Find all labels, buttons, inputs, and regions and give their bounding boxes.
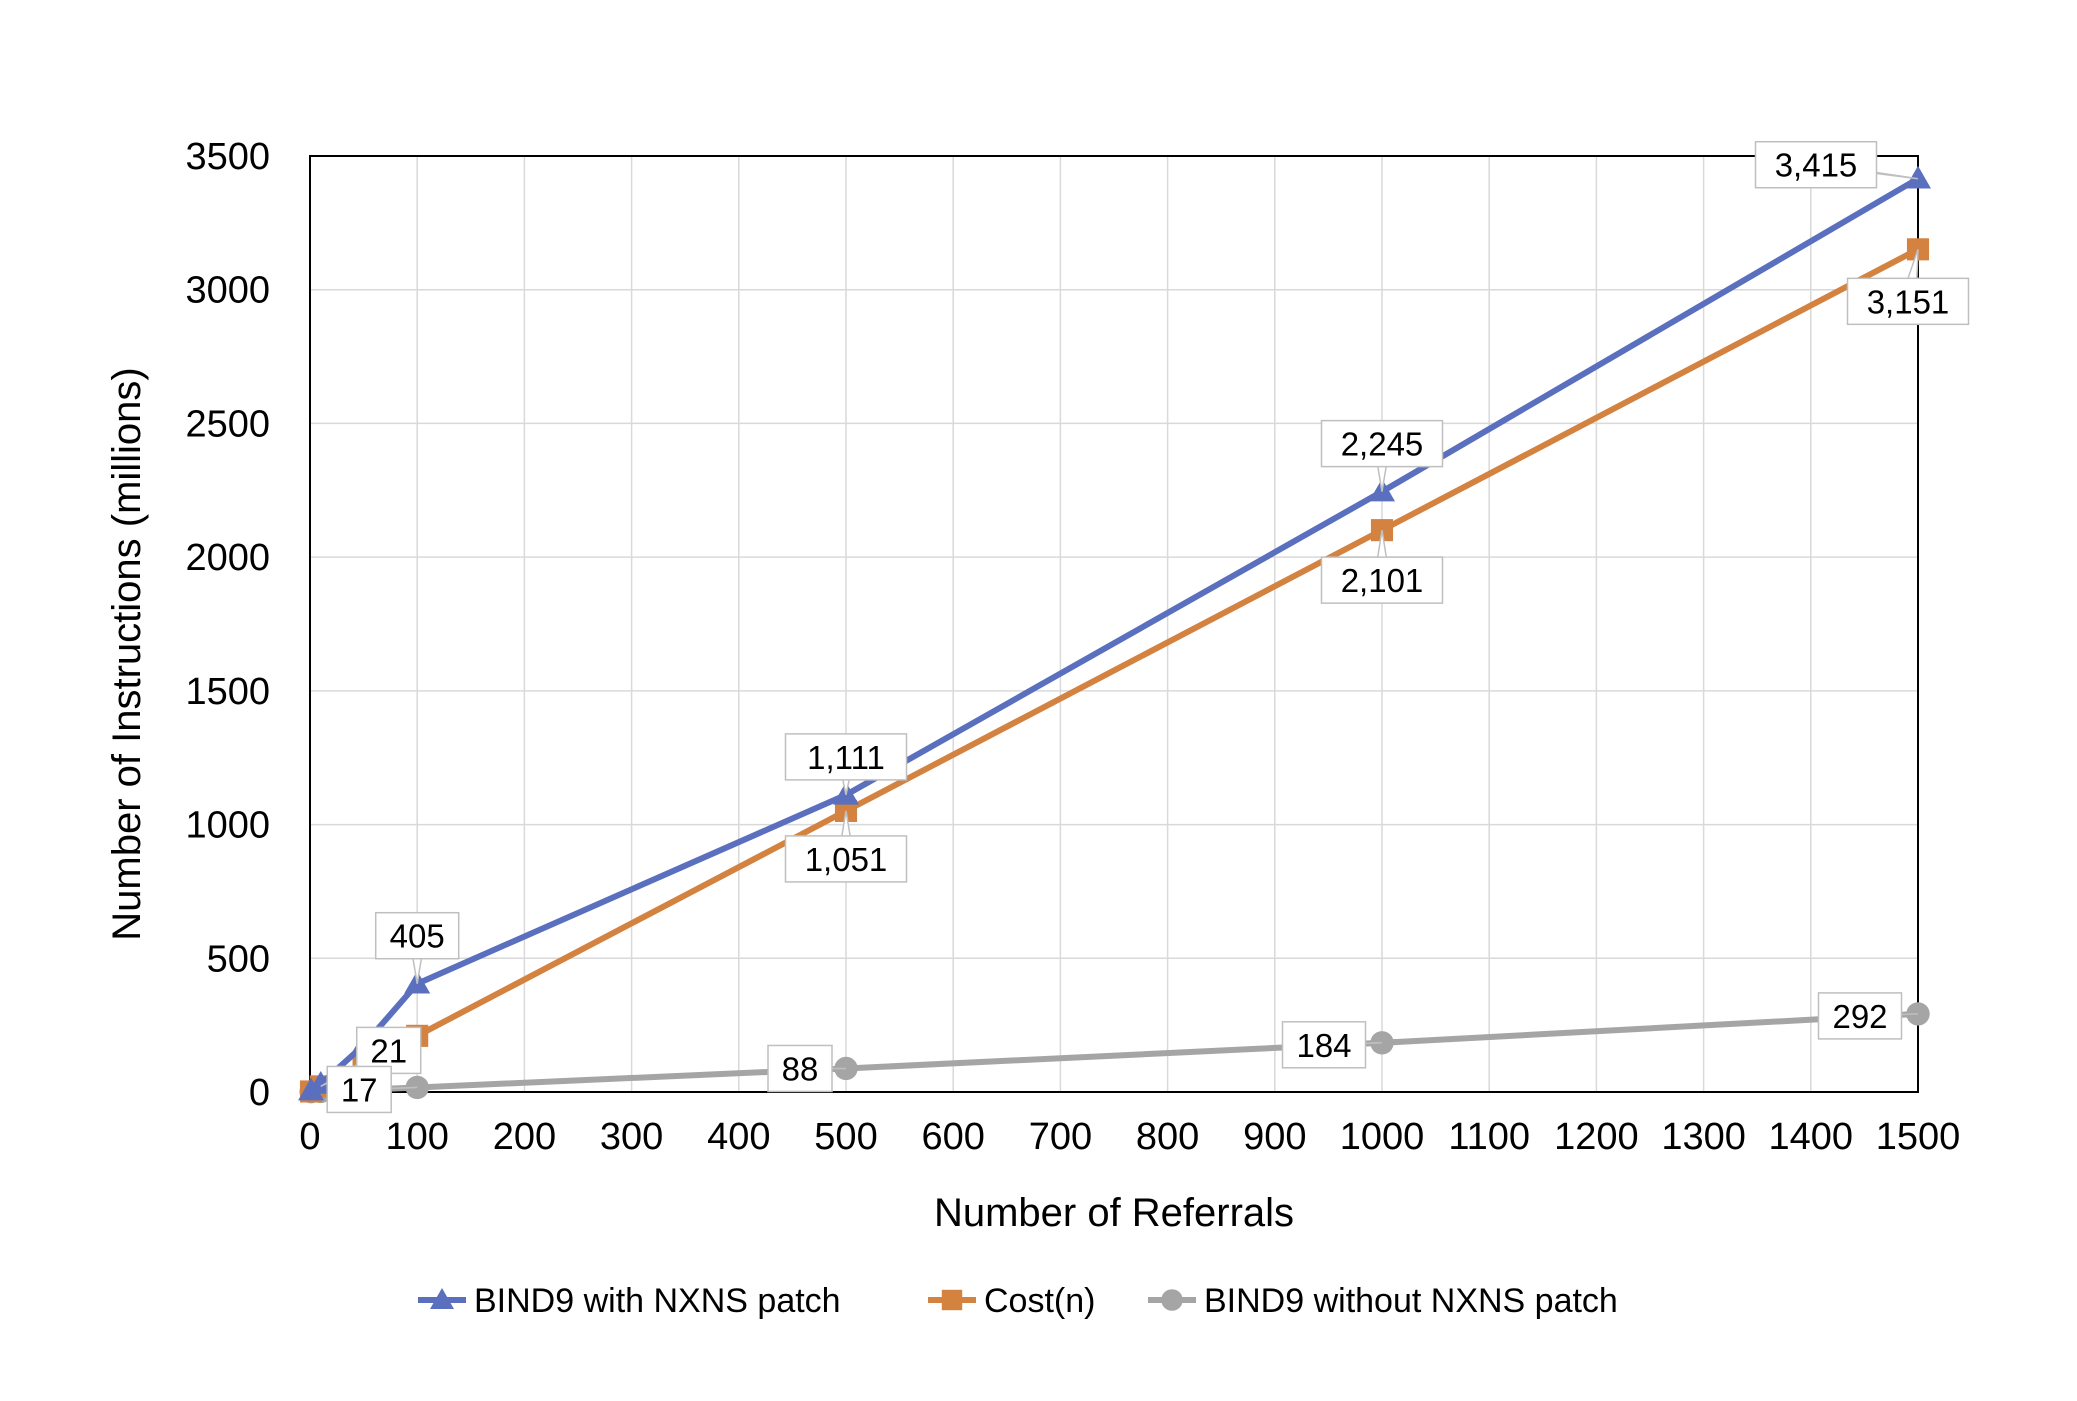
data-label: 88 bbox=[782, 1050, 819, 1087]
x-tick-label: 1200 bbox=[1554, 1116, 1639, 1158]
y-tick-label: 3000 bbox=[185, 270, 270, 312]
x-tick-label: 1300 bbox=[1661, 1116, 1746, 1158]
y-tick-label: 1000 bbox=[185, 805, 270, 847]
x-tick-label: 400 bbox=[707, 1116, 770, 1158]
y-tick-label: 2500 bbox=[185, 403, 270, 445]
plot-area-border bbox=[309, 155, 1919, 1093]
x-tick-label: 1400 bbox=[1769, 1116, 1854, 1158]
y-tick-label: 2000 bbox=[185, 537, 270, 579]
triangle-marker bbox=[430, 1288, 454, 1309]
data-label: 3,415 bbox=[1775, 147, 1858, 184]
callout-box bbox=[1846, 277, 1970, 326]
x-tick-label: 500 bbox=[814, 1116, 877, 1158]
x-tick-label: 1000 bbox=[1340, 1116, 1425, 1158]
data-label-callout: 292 bbox=[1817, 992, 1919, 1040]
y-tick-label: 0 bbox=[249, 1072, 270, 1114]
data-label: 2,245 bbox=[1341, 426, 1424, 463]
legend-label: Cost(n) bbox=[984, 1282, 1095, 1320]
legend-label: BIND9 with NXNS patch bbox=[474, 1282, 841, 1320]
y-tick-label: 500 bbox=[207, 938, 270, 980]
x-tick-label: 800 bbox=[1136, 1116, 1199, 1158]
callout-box bbox=[374, 911, 460, 960]
x-tick-label: 600 bbox=[921, 1116, 984, 1158]
x-tick-label: 100 bbox=[385, 1116, 448, 1158]
axes: 0 100 200 300 400 500 600 700 800 900 1000 1100 1200… bbox=[185, 136, 1960, 1158]
legend-item: Cost(n) bbox=[928, 1282, 1095, 1320]
data-label: 405 bbox=[390, 918, 445, 955]
square-marker bbox=[941, 1289, 963, 1311]
data-label-callout: 88 bbox=[767, 1044, 846, 1093]
y-axis-title: Number of Instructions (millions) bbox=[105, 367, 149, 941]
legend-item: BIND9 without NXNS patch bbox=[1148, 1282, 1618, 1320]
callout-box bbox=[1320, 419, 1444, 468]
x-axis-title: Number of Referrals bbox=[934, 1191, 1294, 1235]
x-tick-label: 1100 bbox=[1448, 1116, 1530, 1158]
data-label: 1,051 bbox=[805, 841, 888, 878]
data-label-callout: 3,415 bbox=[1754, 140, 1919, 189]
x-tick-label: 0 bbox=[299, 1116, 320, 1158]
x-tick-label: 200 bbox=[493, 1116, 556, 1158]
x-tick-label: 1500 bbox=[1876, 1116, 1961, 1158]
x-tick-label: 300 bbox=[600, 1116, 663, 1158]
data-label: 3,151 bbox=[1867, 283, 1950, 320]
data-label-callout: 2,245 bbox=[1320, 419, 1444, 492]
x-tick-label: 700 bbox=[1029, 1116, 1092, 1158]
callout-box bbox=[767, 1044, 833, 1093]
callout-box bbox=[784, 733, 908, 781]
data-label: 2,101 bbox=[1341, 562, 1424, 599]
legend-item: BIND9 with NXNS patch bbox=[418, 1282, 841, 1320]
data-label-callout: 2,101 bbox=[1320, 530, 1444, 604]
data-label-callout: 3,151 bbox=[1846, 249, 1970, 326]
data-label: 292 bbox=[1832, 998, 1887, 1035]
data-label-callout: 1,111 bbox=[784, 733, 908, 796]
grid bbox=[309, 155, 1919, 1093]
triangle-marker bbox=[1905, 165, 1931, 189]
data-label: 1,111 bbox=[807, 739, 885, 776]
data-label: 17 bbox=[341, 1071, 378, 1108]
data-label-callout: 17 bbox=[326, 1065, 418, 1114]
callout-box bbox=[1281, 1021, 1367, 1069]
data-label-callout: 405 bbox=[374, 911, 460, 984]
callout-box bbox=[326, 1065, 392, 1114]
y-tick-label: 1500 bbox=[185, 671, 270, 713]
legend-label: BIND9 without NXNS patch bbox=[1204, 1282, 1618, 1320]
circle-marker bbox=[1161, 1289, 1183, 1311]
callout-box bbox=[784, 835, 908, 883]
data-label: 21 bbox=[370, 1032, 407, 1069]
x-tick-label: 900 bbox=[1243, 1116, 1306, 1158]
callout-box bbox=[1817, 992, 1903, 1040]
data-labels: 405 1,111 2,245 3,415 21 1,051 2,101 3,151 17 88 1… bbox=[320, 140, 1970, 1114]
y-tick-label: 3500 bbox=[185, 136, 270, 178]
callout-box bbox=[1320, 556, 1444, 604]
callout-box bbox=[1754, 140, 1878, 189]
legend: BIND9 with NXNS patch Cost(n) BIND9 withou… bbox=[418, 1282, 1618, 1320]
data-label-callout: 1,051 bbox=[784, 810, 908, 883]
data-label: 184 bbox=[1296, 1027, 1351, 1064]
data-label-callout: 184 bbox=[1281, 1021, 1383, 1069]
